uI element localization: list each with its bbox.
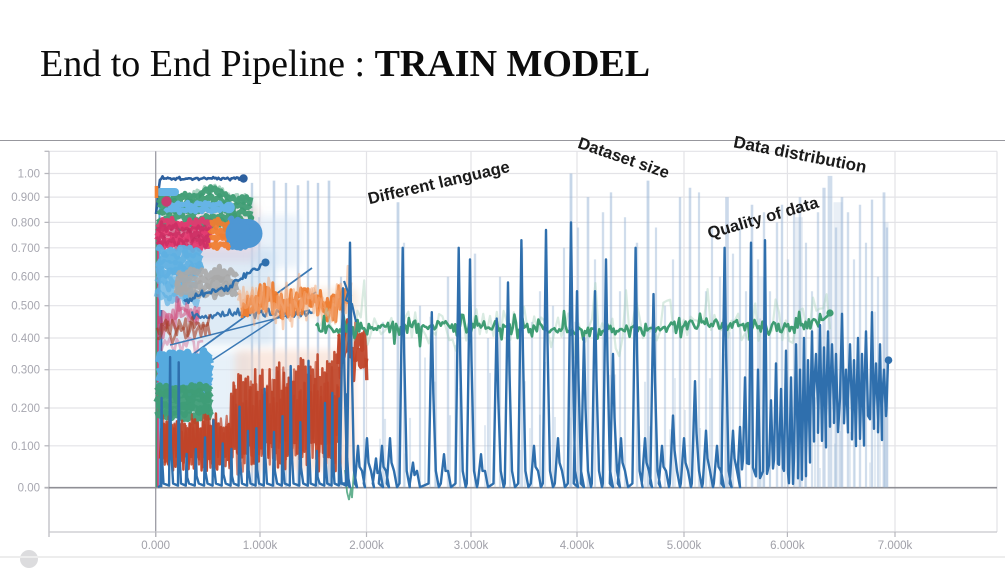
svg-text:0.400: 0.400 <box>11 333 40 345</box>
svg-text:0.300: 0.300 <box>11 365 40 377</box>
svg-text:0.800: 0.800 <box>11 217 40 229</box>
svg-text:Data distribution: Data distribution <box>732 132 868 176</box>
svg-text:4.000k: 4.000k <box>560 540 595 552</box>
svg-text:2.000k: 2.000k <box>349 540 384 552</box>
svg-text:Dataset size: Dataset size <box>576 134 672 182</box>
svg-text:5.000k: 5.000k <box>667 540 702 552</box>
svg-text:7.000k: 7.000k <box>878 540 913 552</box>
svg-text:3.000k: 3.000k <box>454 540 489 552</box>
svg-text:0.900: 0.900 <box>11 192 40 204</box>
svg-text:0.500: 0.500 <box>11 301 40 313</box>
svg-text:0.100: 0.100 <box>11 441 40 453</box>
svg-text:1.00: 1.00 <box>18 169 40 181</box>
svg-text:0.200: 0.200 <box>11 403 40 415</box>
svg-text:0.700: 0.700 <box>11 243 40 255</box>
svg-text:0.00: 0.00 <box>18 483 40 495</box>
svg-text:0.000: 0.000 <box>141 540 170 552</box>
svg-text:6.000k: 6.000k <box>770 540 805 552</box>
svg-text:0.600: 0.600 <box>11 272 40 284</box>
svg-text:1.000k: 1.000k <box>243 540 278 552</box>
svg-text:Different language: Different language <box>366 158 511 208</box>
